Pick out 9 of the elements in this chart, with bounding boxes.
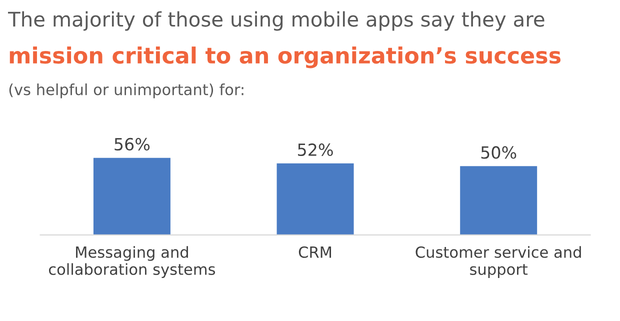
text: (vs helpful or unimportant) for: (9, 83, 244, 98)
x-tick-label: Messaging and collaboration systems (49, 246, 216, 278)
data-label: 50% (481, 146, 516, 159)
x-tick-label: CRM (298, 246, 332, 258)
data-label: 52% (298, 143, 333, 156)
chart-subtitle: mission critical to an organization’s success (10, 46, 561, 68)
data-label: 56% (114, 138, 150, 151)
x-tick-label: Customer service and support (416, 246, 581, 278)
chart-title: The majority of those using mobile apps say they are (8, 11, 544, 31)
